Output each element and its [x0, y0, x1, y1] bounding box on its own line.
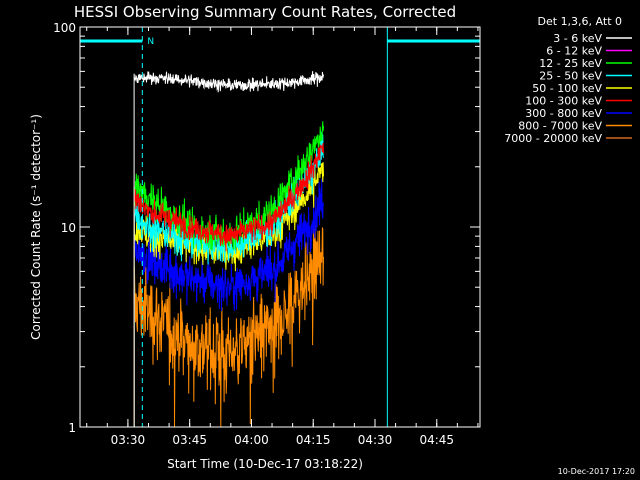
series-line-7 [133, 221, 324, 428]
legend-label-3: 25 - 50 keV [539, 70, 602, 83]
series-line-0 [133, 71, 324, 427]
flag-label-0: N [147, 37, 154, 47]
y-tick-label-2: 100 [53, 21, 76, 35]
legend-label-6: 300 - 800 keV [525, 107, 602, 120]
legend-title: Det 1,3,6, Att 0 [538, 15, 622, 28]
x-tick-label-0: 03:30 [111, 433, 146, 447]
y-axis: 1 10 100 [53, 21, 480, 435]
x-axis-label: Start Time (10-Dec-17 03:18:22) [167, 457, 363, 471]
y-tick-label-0: 1 [68, 421, 76, 435]
y-axis-label: Corrected Count Rate (s⁻¹ detector⁻¹) [29, 114, 43, 340]
chart-title: HESSI Observing Summary Count Rates, Cor… [74, 3, 456, 21]
x-tick-label-5: 04:45 [419, 433, 454, 447]
legend-label-4: 50 - 100 keV [532, 82, 602, 95]
x-tick-label-3: 04:15 [296, 433, 331, 447]
legend-label-8: 7000 - 20000 keV [504, 132, 602, 145]
x-tick-label-4: 04:30 [358, 433, 393, 447]
x-axis: 03:30 03:45 04:00 04:15 04:30 04:45 [86, 27, 479, 447]
series-group [133, 71, 324, 428]
series-line-5 [133, 143, 324, 427]
legend-label-2: 12 - 25 keV [539, 57, 602, 70]
y-tick-label-1: 10 [61, 221, 76, 235]
series-line-6 [133, 178, 324, 427]
date-stamp: 10-Dec-2017 17:20 [558, 467, 635, 476]
x-tick-label-1: 03:45 [172, 433, 207, 447]
legend-label-0: 3 - 6 keV [553, 32, 602, 45]
legend-label-7: 800 - 7000 keV [518, 120, 602, 133]
legend-label-5: 100 - 300 keV [525, 95, 602, 108]
x-tick-label-2: 04:00 [234, 433, 269, 447]
legend-label-1: 6 - 12 keV [546, 45, 602, 58]
